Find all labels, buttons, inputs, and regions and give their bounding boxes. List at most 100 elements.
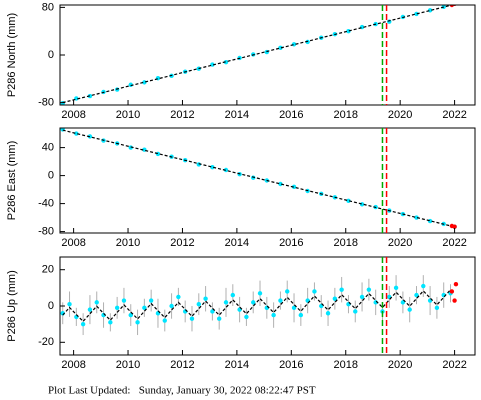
- data-point: [189, 316, 195, 321]
- data-point: [421, 283, 426, 289]
- frame: [59, 4, 476, 106]
- y-tick-label: 20: [42, 264, 54, 276]
- data-point: [278, 181, 283, 187]
- model-line: [62, 289, 451, 323]
- plot-area: [60, 275, 459, 336]
- data-point: [278, 45, 283, 51]
- x-tick-label: 2022: [442, 109, 466, 121]
- data-point: [452, 298, 457, 303]
- y-tick-label: 0: [48, 170, 54, 182]
- data-point: [162, 318, 167, 323]
- data-point: [291, 184, 297, 189]
- data-point: [414, 292, 419, 298]
- x-tick-label: 2014: [225, 109, 249, 121]
- model-line: [62, 129, 455, 228]
- y-tick-label: -80: [38, 97, 54, 109]
- data-point: [203, 296, 208, 301]
- data-point: [210, 165, 215, 170]
- data-point: [74, 131, 79, 136]
- data-point: [298, 312, 304, 318]
- data-point: [251, 300, 256, 305]
- x-tick-label: 2022: [442, 237, 466, 249]
- y-tick-label: -20: [38, 336, 54, 348]
- data-point: [87, 307, 93, 312]
- y-tick-label: -80: [38, 226, 54, 238]
- data-point: [80, 321, 86, 327]
- x-tick-label: 2018: [333, 237, 357, 249]
- data-point: [142, 305, 147, 311]
- data-point: [278, 298, 283, 303]
- data-point: [434, 305, 440, 311]
- x-tick-label: 2010: [116, 359, 140, 371]
- data-point: [427, 218, 433, 224]
- data-point: [353, 309, 358, 314]
- data-point: [108, 320, 113, 325]
- data-point: [114, 305, 120, 311]
- x-tick-label: 2010: [116, 237, 140, 249]
- data-point: [148, 298, 154, 303]
- y-tick-label: 0: [48, 300, 54, 312]
- data-point: [366, 287, 372, 292]
- x-tick-label: 2020: [388, 237, 412, 249]
- data-point: [346, 198, 351, 203]
- data-point: [414, 11, 419, 17]
- x-tick-label: 2008: [61, 109, 85, 121]
- data-point: [325, 311, 331, 316]
- data-point: [407, 307, 412, 312]
- data-point: [291, 305, 297, 311]
- frame: [59, 127, 476, 234]
- x-tick-label: 2008: [61, 237, 85, 249]
- data-point: [67, 301, 72, 307]
- data-point: [312, 289, 317, 294]
- data-point: [452, 224, 457, 229]
- data-point: [346, 28, 351, 34]
- data-point: [121, 298, 127, 303]
- data-point: [449, 289, 455, 294]
- plot-area: [60, 5, 457, 105]
- y-axis-label: P286 North (mm): [6, 13, 18, 97]
- data-point: [87, 93, 93, 99]
- x-tick-label: 2014: [225, 359, 249, 371]
- data-point: [271, 312, 276, 318]
- data-point: [244, 314, 249, 320]
- data-point: [387, 19, 392, 24]
- plot-area: [60, 128, 457, 229]
- data-point: [449, 5, 455, 8]
- y-axis-label: P286 East (mm): [6, 141, 18, 220]
- x-tick-label: 2014: [225, 237, 249, 249]
- data-point: [359, 202, 365, 207]
- y-axis-label: P286 Up (mm): [6, 270, 18, 342]
- x-tick-label: 2018: [333, 359, 357, 371]
- footer: Plot Last Updated: Sunday, January 30, 2…: [48, 385, 316, 397]
- model-line: [62, 5, 455, 104]
- data-point: [393, 285, 399, 291]
- data-point: [176, 294, 181, 300]
- data-point: [257, 291, 263, 296]
- x-tick-label: 2020: [388, 109, 412, 121]
- y-tick-label: 0: [48, 49, 54, 61]
- x-tick-label: 2016: [279, 237, 303, 249]
- x-tick-label: 2012: [170, 109, 194, 121]
- data-point: [453, 282, 459, 287]
- data-point: [128, 312, 133, 318]
- data-point: [400, 300, 406, 305]
- data-point: [196, 301, 201, 307]
- data-point: [230, 292, 236, 298]
- y-tick-label: -40: [38, 198, 54, 210]
- data-point: [216, 316, 222, 321]
- y-tick-label: 40: [42, 142, 54, 154]
- x-tick-label: 2020: [388, 359, 412, 371]
- data-point: [223, 59, 229, 65]
- data-point: [155, 151, 161, 157]
- data-point: [285, 289, 290, 294]
- data-point: [196, 162, 201, 167]
- data-point: [210, 309, 215, 314]
- data-point: [223, 167, 229, 173]
- x-tick-label: 2008: [61, 359, 85, 371]
- y-tick-label: 80: [42, 1, 54, 13]
- x-tick-label: 2012: [170, 359, 194, 371]
- data-point: [427, 8, 433, 13]
- data-point: [339, 287, 344, 292]
- data-point: [135, 320, 140, 325]
- x-tick-label: 2016: [279, 359, 303, 371]
